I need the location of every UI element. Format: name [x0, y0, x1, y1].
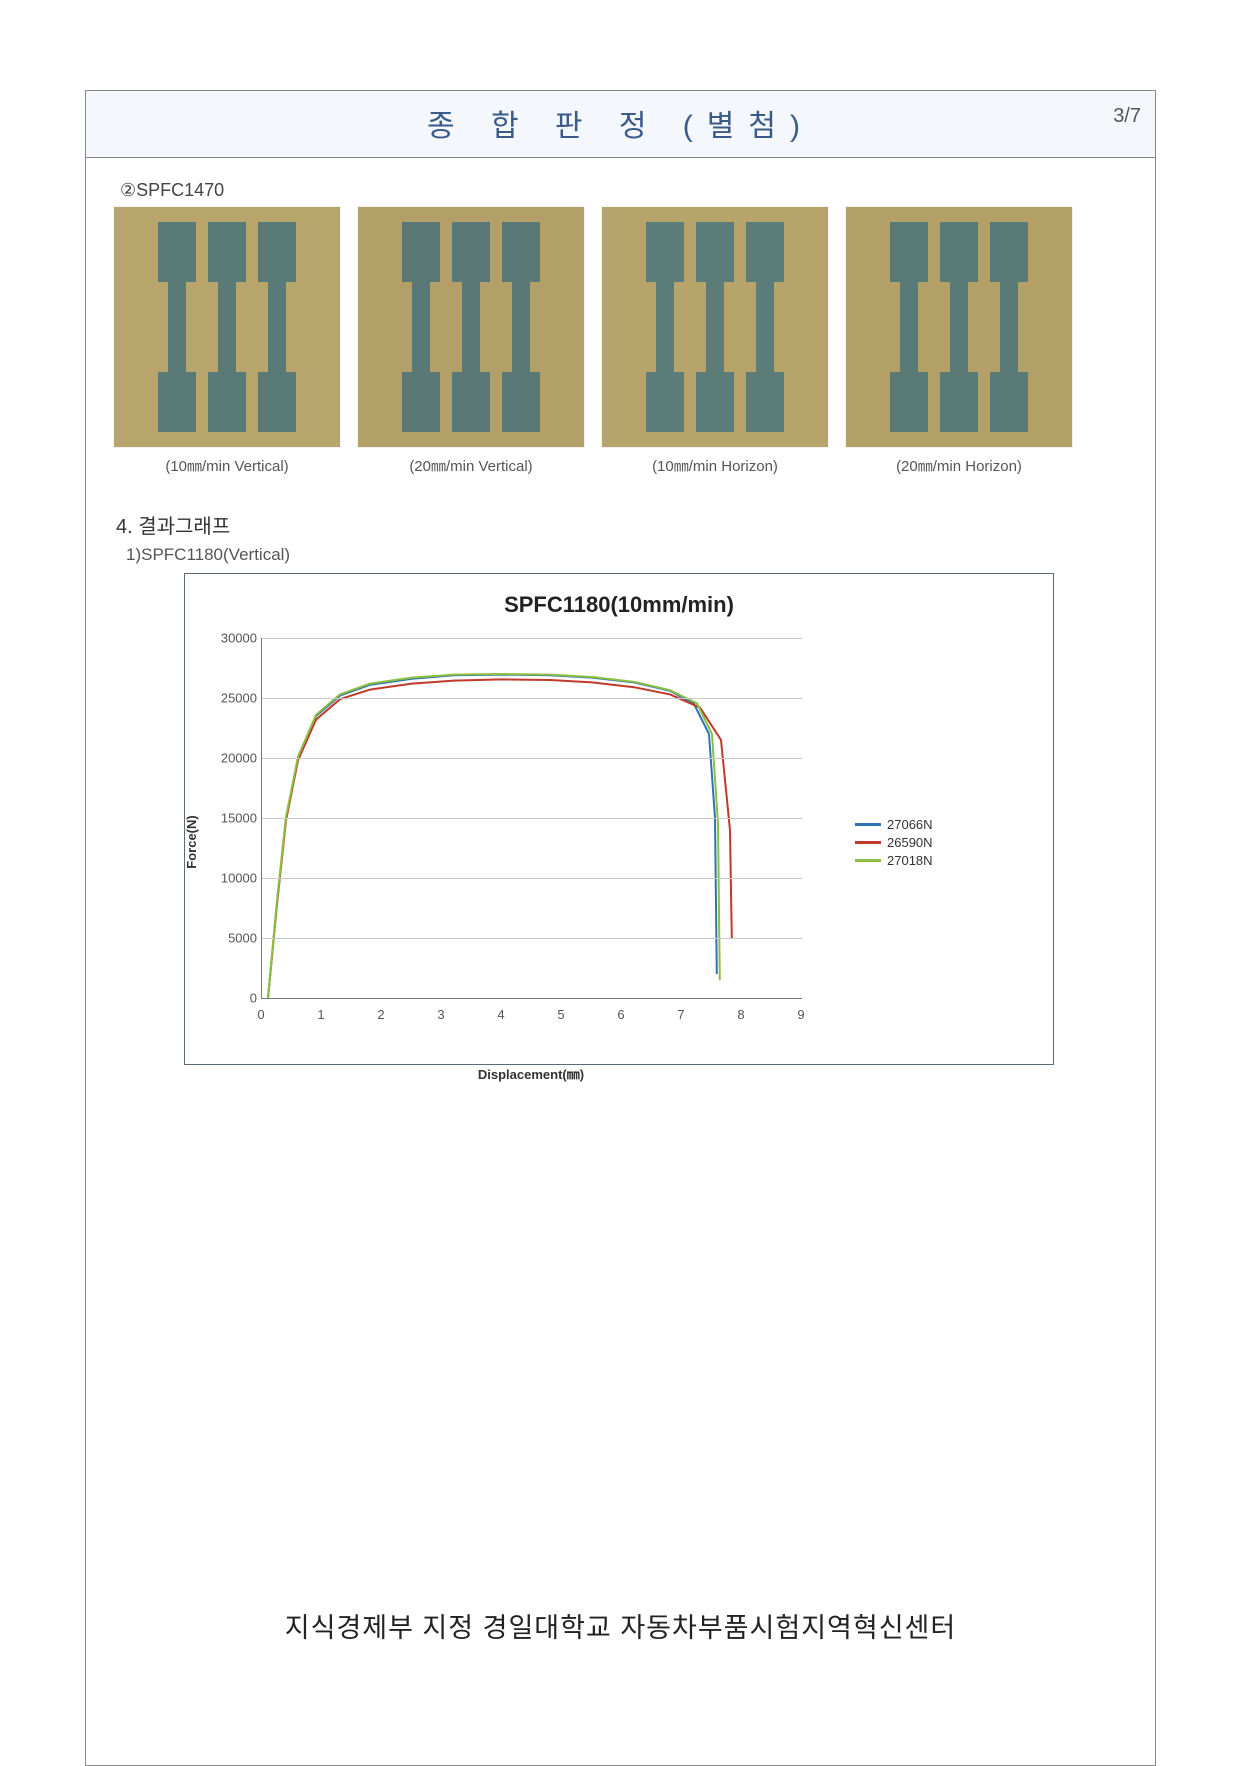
- chart-plot-area: [261, 638, 802, 999]
- chart-x-tick-label: 3: [437, 1007, 444, 1022]
- specimen-photo: [114, 207, 340, 447]
- chart-y-tick-label: 15000: [209, 811, 257, 826]
- chart-x-tick-label: 7: [677, 1007, 684, 1022]
- tensile-specimen-icon: [990, 222, 1028, 432]
- chart-body: Force(N) 050001000015000200002500030000 …: [199, 632, 1039, 1052]
- chart-plot: Force(N) 050001000015000200002500030000 …: [199, 632, 839, 1052]
- chart-legend-item: 27018N: [855, 853, 933, 868]
- chart-series-line: [268, 674, 720, 998]
- chart-x-tick-label: 6: [617, 1007, 624, 1022]
- legend-swatch-icon: [855, 823, 881, 826]
- tensile-specimen-icon: [940, 222, 978, 432]
- chart-x-tick-label: 8: [737, 1007, 744, 1022]
- chart-x-axis-label: Displacement(㎜): [261, 1064, 801, 1083]
- specimen-photo-row: (10㎜/min Vertical) (20㎜/min Vertical) (10㎜…: [114, 207, 1127, 476]
- tensile-specimen-icon: [452, 222, 490, 432]
- tensile-specimen-icon: [696, 222, 734, 432]
- page: 3/7 종 합 판 정 (별첨) ②SPFC1470 (10㎜/min Vert…: [0, 0, 1241, 1755]
- specimen-photo-block: (20㎜/min Horizon): [846, 207, 1072, 476]
- tensile-specimen-icon: [402, 222, 440, 432]
- chart-x-tick-label: 1: [317, 1007, 324, 1022]
- tensile-specimen-icon: [208, 222, 246, 432]
- legend-label: 27066N: [887, 817, 933, 832]
- chart-legend-item: 27066N: [855, 817, 933, 832]
- chart-legend: 27066N 26590N 27018N: [855, 814, 933, 871]
- specimen-photo-caption: (10㎜/min Horizon): [602, 455, 828, 476]
- chart-legend-item: 26590N: [855, 835, 933, 850]
- chart-gridline: [262, 938, 802, 939]
- section-4-heading: 4. 결과그래프: [116, 510, 1127, 539]
- tensile-specimen-icon: [646, 222, 684, 432]
- legend-label: 26590N: [887, 835, 933, 850]
- chart-y-tick-label: 20000: [209, 751, 257, 766]
- specimen-photo-block: (20㎜/min Vertical): [358, 207, 584, 476]
- tensile-specimen-icon: [158, 222, 196, 432]
- tensile-specimen-icon: [746, 222, 784, 432]
- chart-gridline: [262, 698, 802, 699]
- chart-x-tick-label: 0: [257, 1007, 264, 1022]
- sample-section-label: ②SPFC1470: [120, 180, 1127, 201]
- chart-series-line: [268, 675, 717, 998]
- page-number: 3/7: [1113, 105, 1141, 128]
- chart-gridline: [262, 818, 802, 819]
- chart-x-tick-label: 5: [557, 1007, 564, 1022]
- chart-y-tick-label: 0: [209, 991, 257, 1006]
- chart-y-axis-label: Force(N): [184, 815, 199, 868]
- footer-text: 지식경제부 지정 경일대학교 자동차부품시험지역혁신센터: [0, 1606, 1241, 1645]
- chart-title: SPFC1180(10mm/min): [199, 592, 1039, 618]
- inner-content: ②SPFC1470 (10㎜/min Vertical) (20㎜/min Ver…: [86, 158, 1155, 1765]
- chart-y-tick-label: 10000: [209, 871, 257, 886]
- chart-y-tick-label: 30000: [209, 631, 257, 646]
- page-title: 종 합 판 정 (별첨): [86, 91, 1155, 158]
- specimen-photo-caption: (10㎜/min Vertical): [114, 455, 340, 476]
- tensile-specimen-icon: [890, 222, 928, 432]
- specimen-photo: [358, 207, 584, 447]
- chart-gridline: [262, 758, 802, 759]
- tensile-specimen-icon: [502, 222, 540, 432]
- legend-swatch-icon: [855, 841, 881, 844]
- chart-y-tick-label: 5000: [209, 931, 257, 946]
- chart-gridline: [262, 638, 802, 639]
- chart-container: SPFC1180(10mm/min) Force(N) 050001000015…: [184, 573, 1054, 1065]
- specimen-photo-block: (10㎜/min Vertical): [114, 207, 340, 476]
- specimen-photo-block: (10㎜/min Horizon): [602, 207, 828, 476]
- section-4-subheading: 1)SPFC1180(Vertical): [126, 545, 1127, 565]
- specimen-photo-caption: (20㎜/min Horizon): [846, 455, 1072, 476]
- specimen-photo-caption: (20㎜/min Vertical): [358, 455, 584, 476]
- specimen-photo: [846, 207, 1072, 447]
- chart-x-tick-label: 9: [797, 1007, 804, 1022]
- content-box: 종 합 판 정 (별첨) ②SPFC1470 (10㎜/min Vertical…: [85, 90, 1156, 1766]
- specimen-photo: [602, 207, 828, 447]
- chart-gridline: [262, 878, 802, 879]
- chart-x-tick-label: 4: [497, 1007, 504, 1022]
- legend-label: 27018N: [887, 853, 933, 868]
- legend-swatch-icon: [855, 859, 881, 862]
- chart-x-tick-label: 2: [377, 1007, 384, 1022]
- chart-y-tick-label: 25000: [209, 691, 257, 706]
- chart-series-line: [268, 679, 732, 998]
- tensile-specimen-icon: [258, 222, 296, 432]
